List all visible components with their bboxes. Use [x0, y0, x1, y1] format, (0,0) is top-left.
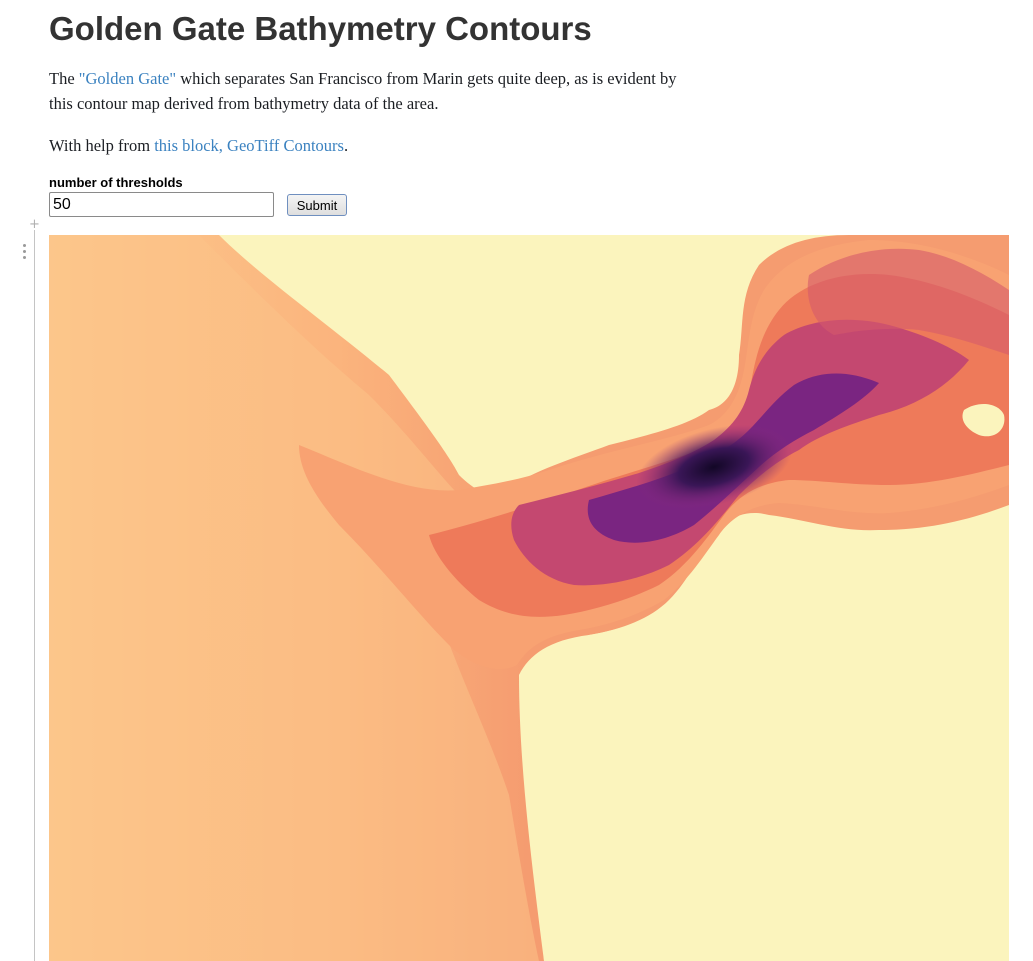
- south-shore-land: [519, 513, 1009, 961]
- submit-button[interactable]: Submit: [287, 194, 347, 216]
- thresholds-input[interactable]: [49, 192, 274, 217]
- golden-gate-link[interactable]: "Golden Gate": [78, 69, 177, 88]
- deepest-channel: [636, 424, 792, 510]
- geotiff-contours-link[interactable]: this block, GeoTiff Contours: [154, 136, 344, 155]
- help-paragraph: With help from this block, GeoTiff Conto…: [49, 133, 348, 158]
- intro-paragraph: The "Golden Gate" which separates San Fr…: [49, 66, 689, 116]
- menu-dot: [22, 250, 26, 253]
- cell-gutter-line: [34, 230, 35, 961]
- angel-island-land: [962, 403, 1005, 437]
- menu-dot: [22, 244, 26, 247]
- east-bay-deep: [807, 248, 1009, 355]
- help-prefix: With help from: [49, 136, 155, 155]
- thresholds-label: number of thresholds: [49, 175, 183, 190]
- cell-menu-icon[interactable]: [18, 242, 30, 260]
- intro-suffix: which separates San Francisco from Marin…: [49, 69, 677, 113]
- ocean-outer-contour: [49, 235, 539, 961]
- menu-dot: [22, 256, 26, 259]
- add-cell-plus-icon[interactable]: +: [29, 217, 40, 232]
- bathymetry-contour-map: [49, 235, 1009, 961]
- help-suffix: .: [343, 136, 349, 155]
- page-title: Golden Gate Bathymetry Contours: [49, 10, 592, 47]
- intro-prefix: The: [49, 69, 79, 88]
